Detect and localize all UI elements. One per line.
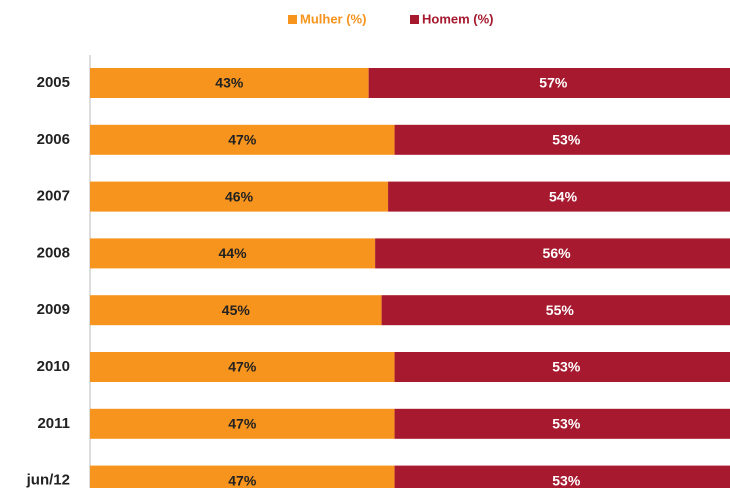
data-label: 54% [549,188,578,204]
bar-segment [90,68,369,98]
data-label: 47% [228,359,257,375]
y-tick-label: jun/12 [26,472,70,488]
data-label: 47% [228,472,257,488]
bar-segment [394,408,730,439]
data-label: 53% [552,416,581,432]
bar-segment [368,68,730,98]
data-label: 53% [552,359,581,375]
data-label: 57% [539,75,568,91]
data-label: 44% [219,245,248,261]
bar-segment [90,238,376,269]
bar-segment [388,181,730,212]
bar-segment [394,352,730,382]
y-tick-label: 2006 [37,131,70,148]
bar-segment [90,295,382,326]
y-tick-label: 2005 [37,74,70,91]
y-tick-label: 2007 [37,188,70,205]
bar-segment [90,465,395,488]
legend-label: Homem (%) [422,11,494,26]
data-label: 47% [228,132,257,148]
data-label: 45% [222,302,251,318]
legend-swatch [288,15,297,24]
y-tick-label: 2010 [37,358,70,375]
y-tick-label: 2011 [37,415,70,432]
bar-segment [394,465,730,488]
y-tick-label: 2008 [37,244,70,261]
data-label: 53% [552,472,581,488]
data-label: 43% [215,75,244,91]
bar-segment [90,181,389,212]
y-tick-label: 2009 [37,301,70,318]
legend-swatch [410,15,419,24]
data-label: 56% [543,245,572,261]
bar-segment [90,408,395,439]
legend-label: Mulher (%) [300,11,366,26]
bar-segment [381,295,730,326]
data-label: 53% [552,132,581,148]
bar-segment [394,124,730,155]
bar-segment [90,124,395,155]
bar-segment [90,352,395,382]
bar-segment [375,238,730,269]
data-label: 46% [225,188,254,204]
data-label: 55% [546,302,575,318]
data-label: 47% [228,416,257,432]
